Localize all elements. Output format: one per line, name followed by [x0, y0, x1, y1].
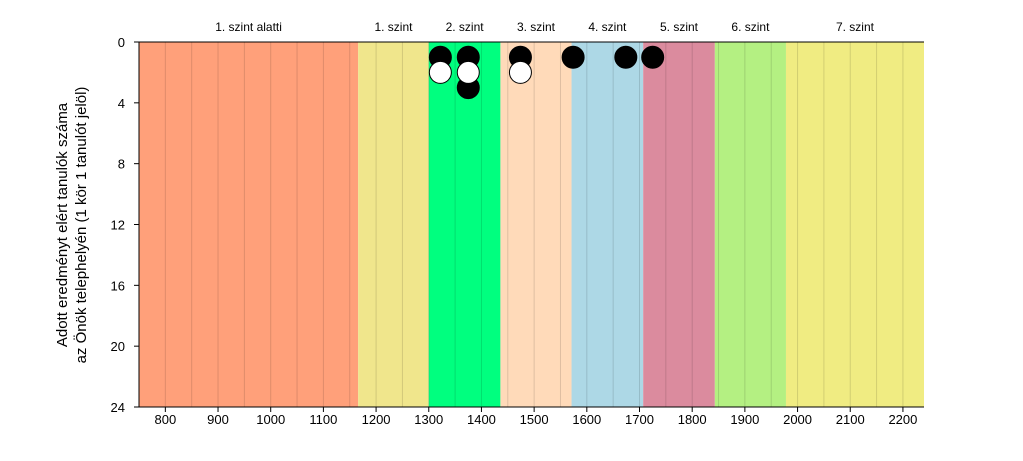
y-tick-label: 4	[118, 96, 125, 111]
student-marker	[456, 60, 480, 84]
x-tick-label: 1000	[256, 412, 285, 427]
y-axis-title-line2: az Önök telephelyén (1 kör 1 tanulót jel…	[72, 87, 90, 364]
level-band	[643, 42, 715, 407]
student-marker	[561, 45, 585, 69]
student-marker	[614, 45, 638, 69]
level-band-label: 6. szint	[731, 20, 770, 34]
x-tick-label: 1700	[625, 412, 654, 427]
x-tick-label: 1300	[414, 412, 443, 427]
y-tick-label: 16	[111, 278, 125, 293]
y-axis-title-line1: Adott eredményt elért tanulók száma	[54, 102, 71, 347]
level-band-label: 3. szint	[517, 20, 556, 34]
x-tick-label: 1600	[572, 412, 601, 427]
x-tick-label: 2200	[888, 412, 917, 427]
level-band-label: 4. szint	[588, 20, 627, 34]
x-tick-label: 800	[154, 412, 176, 427]
x-tick-label: 1900	[730, 412, 759, 427]
level-band-label: 5. szint	[660, 20, 699, 34]
x-tick-label: 1500	[520, 412, 549, 427]
x-tick-label: 2000	[783, 412, 812, 427]
vertical-gridlines	[138, 42, 904, 407]
level-band-label: 2. szint	[446, 20, 485, 34]
level-bands	[139, 42, 924, 407]
y-tick-label: 24	[111, 400, 125, 415]
axes: 800 900 1000 1100 1200 1300 1400 1500 1600 1700 18…	[111, 35, 924, 427]
level-band	[500, 42, 572, 407]
level-band-label: 7. szint	[836, 20, 875, 34]
level-band-label: 1. szint alatti	[215, 20, 282, 34]
level-band	[714, 42, 786, 407]
y-tick-label: 8	[118, 157, 125, 172]
x-tick-label: 1400	[467, 412, 496, 427]
student-marker	[428, 60, 452, 84]
level-band-label: 1. szint	[374, 20, 413, 34]
level-band	[785, 42, 924, 407]
x-tick-label: 1100	[309, 412, 337, 427]
level-band	[428, 42, 501, 407]
x-tick-label: 900	[207, 412, 229, 427]
student-marker	[641, 45, 665, 69]
x-tick-label: 1800	[678, 412, 707, 427]
y-tick-label: 12	[111, 218, 125, 233]
level-band	[139, 42, 359, 407]
level-band-labels: 1. szint alatti 1. szint 2. szint 3. szint 4…	[215, 20, 874, 34]
student-markers	[428, 45, 665, 100]
student-marker	[508, 60, 532, 84]
x-tick-label: 2100	[836, 412, 865, 427]
x-tick-label: 1200	[362, 412, 391, 427]
level-band	[571, 42, 644, 407]
y-tick-label: 20	[111, 339, 125, 354]
y-tick-label: 0	[118, 35, 125, 50]
level-band	[358, 42, 429, 407]
